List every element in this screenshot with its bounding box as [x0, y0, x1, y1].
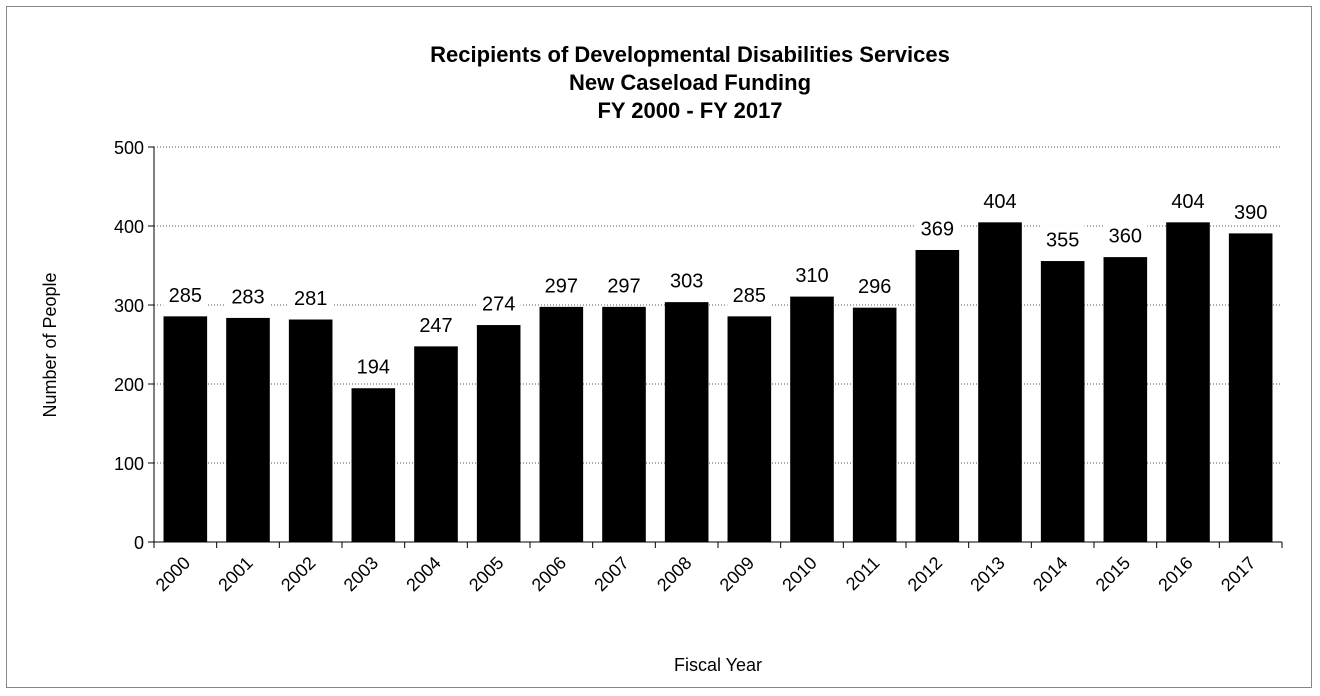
x-tick-label: 2008	[653, 553, 695, 595]
axes	[148, 146, 1283, 548]
chart-title-line-3: FY 2000 - FY 2017	[597, 98, 782, 123]
bar	[1040, 261, 1085, 543]
y-axis-title: Number of People	[40, 272, 60, 417]
data-label: 285	[169, 285, 202, 307]
data-label-background	[539, 271, 584, 298]
data-label: 285	[733, 285, 766, 307]
x-tick-label: 2010	[778, 553, 820, 595]
data-label-background	[476, 289, 521, 316]
data-label-background	[915, 214, 960, 241]
bar	[1166, 222, 1210, 543]
x-tick-label: 2002	[277, 553, 319, 595]
bar	[602, 306, 646, 543]
data-label: 247	[419, 315, 452, 337]
data-label: 194	[357, 357, 390, 379]
x-tick-label: 2005	[465, 553, 507, 595]
data-label: 404	[1171, 191, 1204, 213]
x-tick-label: 2000	[152, 553, 194, 595]
x-tick-label: 2016	[1154, 553, 1196, 595]
y-tick-label: 200	[114, 375, 144, 395]
data-label: 297	[607, 275, 640, 297]
bar	[664, 302, 709, 543]
bar	[163, 316, 208, 543]
data-label-background	[163, 280, 208, 307]
bar	[790, 296, 834, 543]
data-label: 283	[231, 286, 264, 308]
bar	[978, 222, 1022, 543]
y-tick-label: 500	[114, 138, 144, 158]
y-tick-label: 100	[114, 454, 144, 474]
data-label: 281	[294, 288, 327, 310]
x-tick-label: 2011	[842, 553, 884, 595]
data-label-background	[790, 261, 834, 288]
bars	[163, 222, 1273, 543]
bar	[727, 316, 772, 543]
x-tick-label: 2006	[528, 553, 570, 595]
x-tick-label: 2015	[1092, 553, 1134, 595]
data-label: 296	[858, 276, 891, 298]
data-label: 360	[1109, 226, 1142, 248]
x-tick-label: 2001	[214, 553, 256, 595]
x-tick-label: 2012	[904, 553, 946, 595]
data-label-background	[1166, 186, 1210, 213]
data-label-background	[1040, 225, 1085, 252]
bar	[288, 319, 333, 543]
bar	[1228, 233, 1273, 543]
data-label-background	[226, 282, 270, 309]
data-label-background	[852, 272, 897, 299]
chart-frame	[6, 6, 1312, 688]
bar	[414, 346, 458, 543]
y-tick-label: 0	[134, 533, 144, 553]
x-tick-label: 2017	[1217, 553, 1259, 595]
data-label-background	[351, 352, 396, 379]
x-tick-label: 2004	[402, 553, 444, 595]
x-tick-label: 2013	[966, 553, 1008, 595]
data-label-background	[664, 266, 709, 293]
data-label: 297	[545, 275, 578, 297]
chart-title-line-2: New Caseload Funding	[569, 70, 811, 95]
data-label: 303	[670, 271, 703, 293]
data-label: 390	[1234, 202, 1267, 224]
y-tick-label: 300	[114, 296, 144, 316]
data-label: 310	[795, 265, 828, 287]
bar	[351, 388, 396, 543]
data-label-background	[727, 280, 772, 307]
x-tick-label: 2007	[590, 553, 632, 595]
data-label: 355	[1046, 230, 1079, 252]
bar	[539, 306, 584, 543]
x-tick-label: 2009	[716, 553, 758, 595]
data-label-background	[1103, 221, 1148, 248]
data-label: 274	[482, 294, 515, 316]
data-label-background	[1228, 197, 1273, 224]
data-label-background	[288, 284, 333, 311]
bar	[852, 307, 897, 543]
gridlines	[154, 146, 1282, 464]
data-label-background	[602, 271, 646, 298]
bar	[1103, 257, 1148, 543]
bar	[226, 317, 270, 543]
y-tick-label: 400	[114, 217, 144, 237]
data-label: 369	[921, 218, 954, 240]
data-label-background	[414, 310, 458, 337]
bar	[915, 249, 960, 543]
x-tick-label: 2003	[340, 553, 382, 595]
chart-title-line-1: Recipients of Developmental Disabilities…	[430, 42, 950, 67]
x-tick-label: 2014	[1029, 553, 1071, 595]
data-label-background	[978, 186, 1022, 213]
x-axis-title: Fiscal Year	[674, 655, 762, 675]
bar	[476, 325, 521, 543]
data-label: 404	[983, 191, 1016, 213]
